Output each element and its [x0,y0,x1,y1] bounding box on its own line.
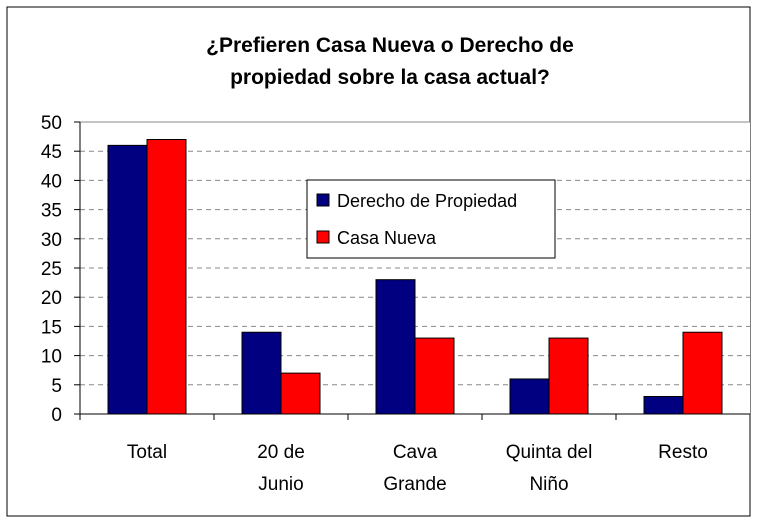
x-tick-label: Cava Grande [383,442,446,495]
bar [548,337,589,415]
legend-label: Casa Nueva [337,228,437,248]
y-tick-label: 35 [41,201,62,222]
legend [306,179,556,259]
bar [280,372,321,415]
bar [414,337,455,415]
bar [509,378,550,415]
y-tick-label: 30 [41,230,62,251]
legend-swatch [316,230,330,244]
y-tick-label: 25 [41,259,62,280]
x-tick-label: Resto [658,442,708,463]
y-tick-label: 20 [41,288,62,309]
x-tick-label: 20 de Junio [257,442,305,495]
chart-title: ¿Prefieren Casa Nueva o Derecho de propie… [206,34,574,89]
y-tick-label: 15 [41,317,62,338]
y-tick-label: 40 [41,171,62,192]
y-tick-label: 50 [41,113,62,134]
y-tick-label: 5 [51,376,62,397]
legend-swatch [316,193,330,207]
bar [241,331,282,415]
x-tick-label: Total [127,442,167,463]
y-tick-label: 0 [51,405,62,426]
bar [107,144,148,415]
bar [146,139,187,415]
x-tick-label: Quinta del Niño [506,442,593,495]
legend-label: Derecho de Propiedad [337,191,517,211]
y-tick-label: 45 [41,142,62,163]
bar [682,331,723,415]
y-tick-label: 10 [41,347,62,368]
bar [643,395,684,415]
bar [375,279,416,415]
